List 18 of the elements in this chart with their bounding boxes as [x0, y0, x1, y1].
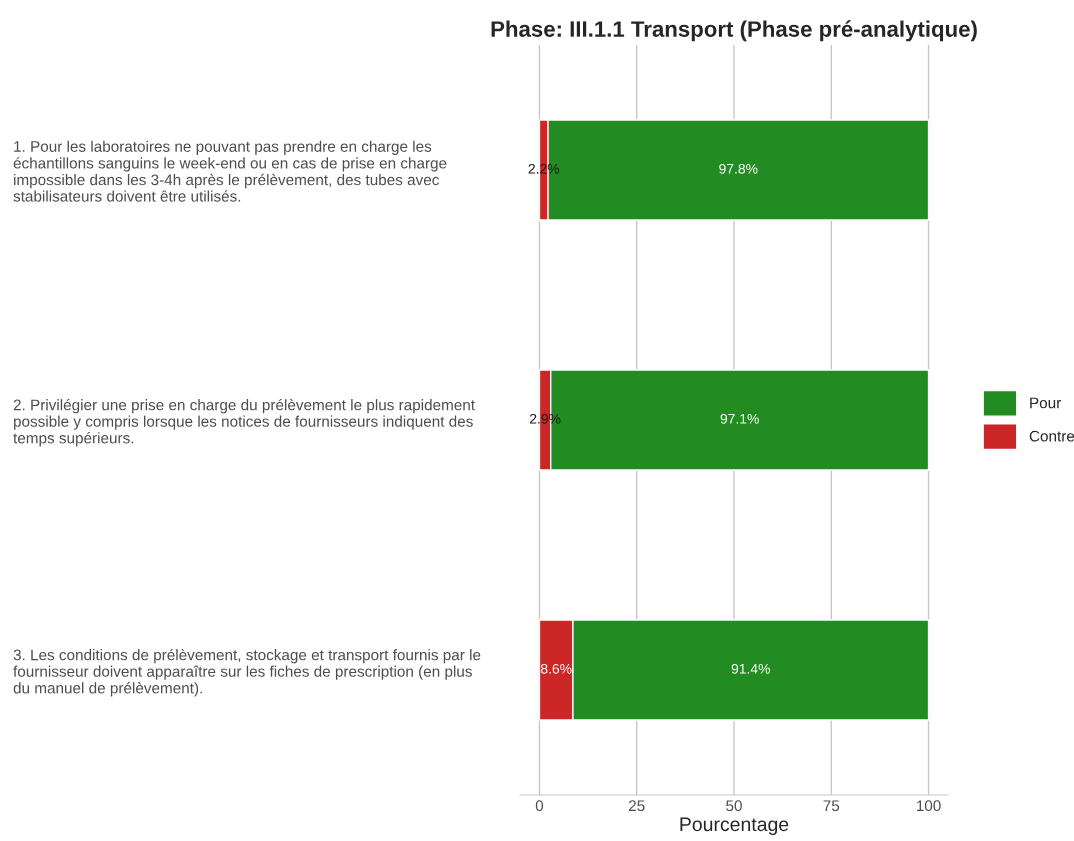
x-axis-title: Pourcentage — [680, 817, 789, 836]
x-tick-label: 50 — [726, 800, 742, 812]
data-label: 91.4% — [731, 663, 770, 674]
y-tick-label: 2. Privilégier une prise en charge du prélèvement le plus rapidement possible y compris lorsque les notices de fournisseurs indiquent des temps supérieurs. — [13, 398, 475, 447]
legend-label: Pour — [1030, 397, 1061, 409]
x-tick-label: 75 — [823, 800, 840, 812]
x-tick-label: 100 — [916, 800, 941, 812]
chart-title: Phase: III.1.1 Transport (Phase pré-analytique) — [491, 20, 977, 42]
y-tick-label: 1. Pour les laboratoires ne pouvant pas prendre en charge les échantillons sanguins le week-end ou en cas de prise en charge impossible dans les 3-4h après le prélèvement, des tubes avec stabilisateurs doivent être utilisés. — [13, 140, 447, 202]
legend-label: Contre — [1029, 430, 1074, 442]
data-label: 2.2% — [528, 163, 560, 174]
x-tick-label: 25 — [629, 800, 645, 812]
data-label: 97.8% — [719, 163, 758, 174]
data-label: 2.9% — [529, 413, 561, 424]
y-tick-label: 3. Les conditions de prélèvement, stockage et transport fournis par le fournisseur doivent apparaître sur les fiches de prescription (en plus du manuel de prélèvement). — [13, 648, 481, 697]
data-label: 8.6% — [540, 663, 572, 674]
data-label: 97.1% — [720, 413, 759, 424]
x-tick-label: 0 — [535, 800, 544, 812]
